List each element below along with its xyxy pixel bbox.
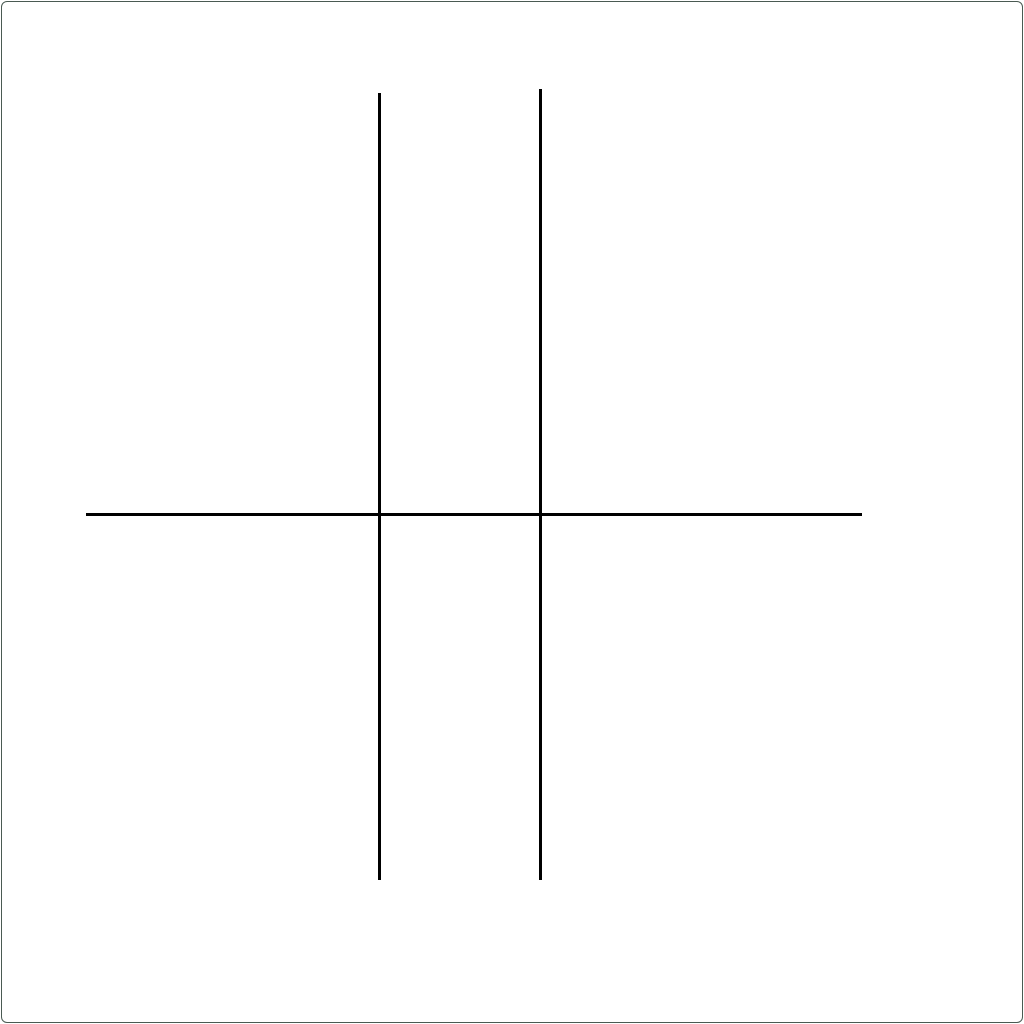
vertical-divider-line-right xyxy=(539,89,542,880)
horizontal-divider-line xyxy=(86,513,862,516)
vertical-divider-line-left xyxy=(378,93,381,880)
